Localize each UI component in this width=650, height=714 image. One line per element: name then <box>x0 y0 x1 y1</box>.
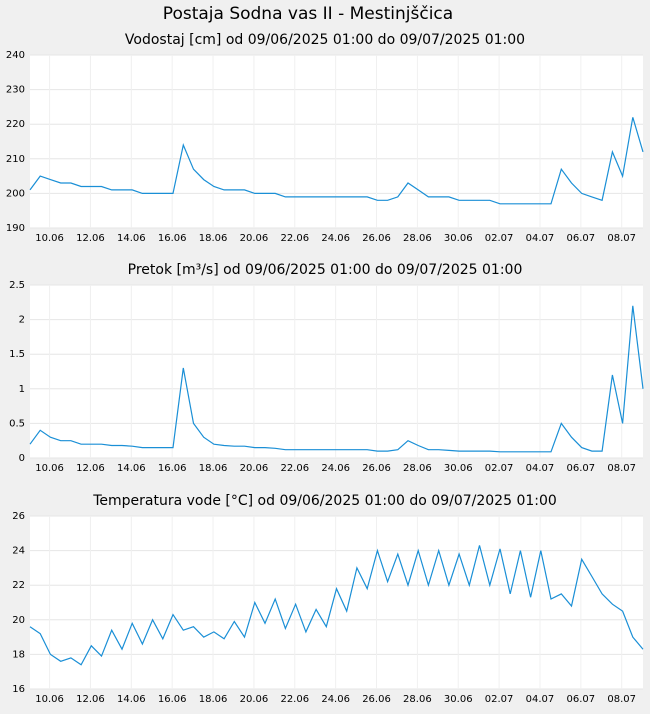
x-tick-label: 16.06 <box>158 694 187 705</box>
x-tick-label: 30.06 <box>444 694 473 705</box>
x-tick-label: 10.06 <box>35 463 64 474</box>
y-tick-label: 22 <box>12 580 25 591</box>
y-tick-label: 2 <box>19 315 25 326</box>
x-tick-label: 20.06 <box>240 463 269 474</box>
x-tick-label: 16.06 <box>158 463 187 474</box>
page-title: Postaja Sodna vas II - Mestinjščica <box>163 4 453 24</box>
y-tick-label: 0 <box>19 453 25 464</box>
y-tick-label: 210 <box>6 154 25 165</box>
x-tick-label: 10.06 <box>35 233 64 244</box>
x-tick-label: 02.07 <box>485 233 514 244</box>
y-tick-label: 220 <box>6 119 25 130</box>
y-tick-label: 2.5 <box>9 280 25 291</box>
x-tick-label: 18.06 <box>199 233 228 244</box>
x-tick-label: 14.06 <box>117 463 146 474</box>
x-tick-label: 20.06 <box>240 694 269 705</box>
x-tick-label: 04.07 <box>526 233 555 244</box>
x-tick-label: 22.06 <box>280 233 309 244</box>
x-tick-label: 02.07 <box>485 463 514 474</box>
x-tick-label: 06.07 <box>567 463 596 474</box>
data-line <box>29 117 644 205</box>
y-tick-label: 16 <box>12 684 25 695</box>
x-tick-label: 18.06 <box>199 463 228 474</box>
x-tick-label: 22.06 <box>280 694 309 705</box>
x-tick-label: 26.06 <box>362 463 391 474</box>
y-tick-label: 20 <box>12 615 25 626</box>
data-line <box>29 305 644 453</box>
x-tick-label: 24.06 <box>321 463 350 474</box>
chart-title: Temperatura vode [°C] od 09/06/2025 01:0… <box>92 493 557 509</box>
chart-title: Vodostaj [cm] od 09/06/2025 01:00 do 09/… <box>125 32 525 48</box>
x-tick-label: 30.06 <box>444 233 473 244</box>
y-tick-label: 190 <box>6 223 25 234</box>
chart-title: Pretok [m³/s] od 09/06/2025 01:00 do 09/… <box>128 262 523 278</box>
y-tick-label: 240 <box>6 50 25 61</box>
x-tick-label: 30.06 <box>444 463 473 474</box>
x-tick-label: 20.06 <box>240 233 269 244</box>
x-tick-label: 26.06 <box>362 233 391 244</box>
y-tick-label: 1 <box>19 384 25 395</box>
x-tick-label: 08.07 <box>607 463 636 474</box>
plot-area <box>30 285 643 458</box>
x-tick-label: 28.06 <box>403 233 432 244</box>
x-tick-label: 14.06 <box>117 694 146 705</box>
y-tick-label: 0.5 <box>9 418 25 429</box>
x-tick-label: 28.06 <box>403 463 432 474</box>
x-tick-label: 08.07 <box>607 694 636 705</box>
x-tick-label: 24.06 <box>321 694 350 705</box>
x-tick-label: 12.06 <box>76 463 105 474</box>
x-tick-label: 06.07 <box>567 694 596 705</box>
x-tick-label: 28.06 <box>403 694 432 705</box>
x-tick-label: 04.07 <box>526 694 555 705</box>
y-tick-label: 230 <box>6 85 25 96</box>
x-tick-label: 06.07 <box>567 233 596 244</box>
y-tick-label: 18 <box>12 649 25 660</box>
x-tick-label: 22.06 <box>280 463 309 474</box>
plot-area <box>30 55 643 228</box>
x-tick-label: 26.06 <box>362 694 391 705</box>
x-tick-label: 12.06 <box>76 694 105 705</box>
y-tick-label: 1.5 <box>9 349 25 360</box>
x-tick-label: 24.06 <box>321 233 350 244</box>
y-tick-label: 200 <box>6 188 25 199</box>
x-tick-label: 12.06 <box>76 233 105 244</box>
x-tick-label: 08.07 <box>607 233 636 244</box>
y-tick-label: 26 <box>12 511 25 522</box>
x-tick-label: 04.07 <box>526 463 555 474</box>
x-tick-label: 18.06 <box>199 694 228 705</box>
data-line <box>29 545 644 666</box>
plot-area <box>30 516 643 689</box>
x-tick-label: 02.07 <box>485 694 514 705</box>
x-tick-label: 14.06 <box>117 233 146 244</box>
x-tick-label: 10.06 <box>35 694 64 705</box>
x-tick-label: 16.06 <box>158 233 187 244</box>
y-tick-label: 24 <box>12 546 25 557</box>
